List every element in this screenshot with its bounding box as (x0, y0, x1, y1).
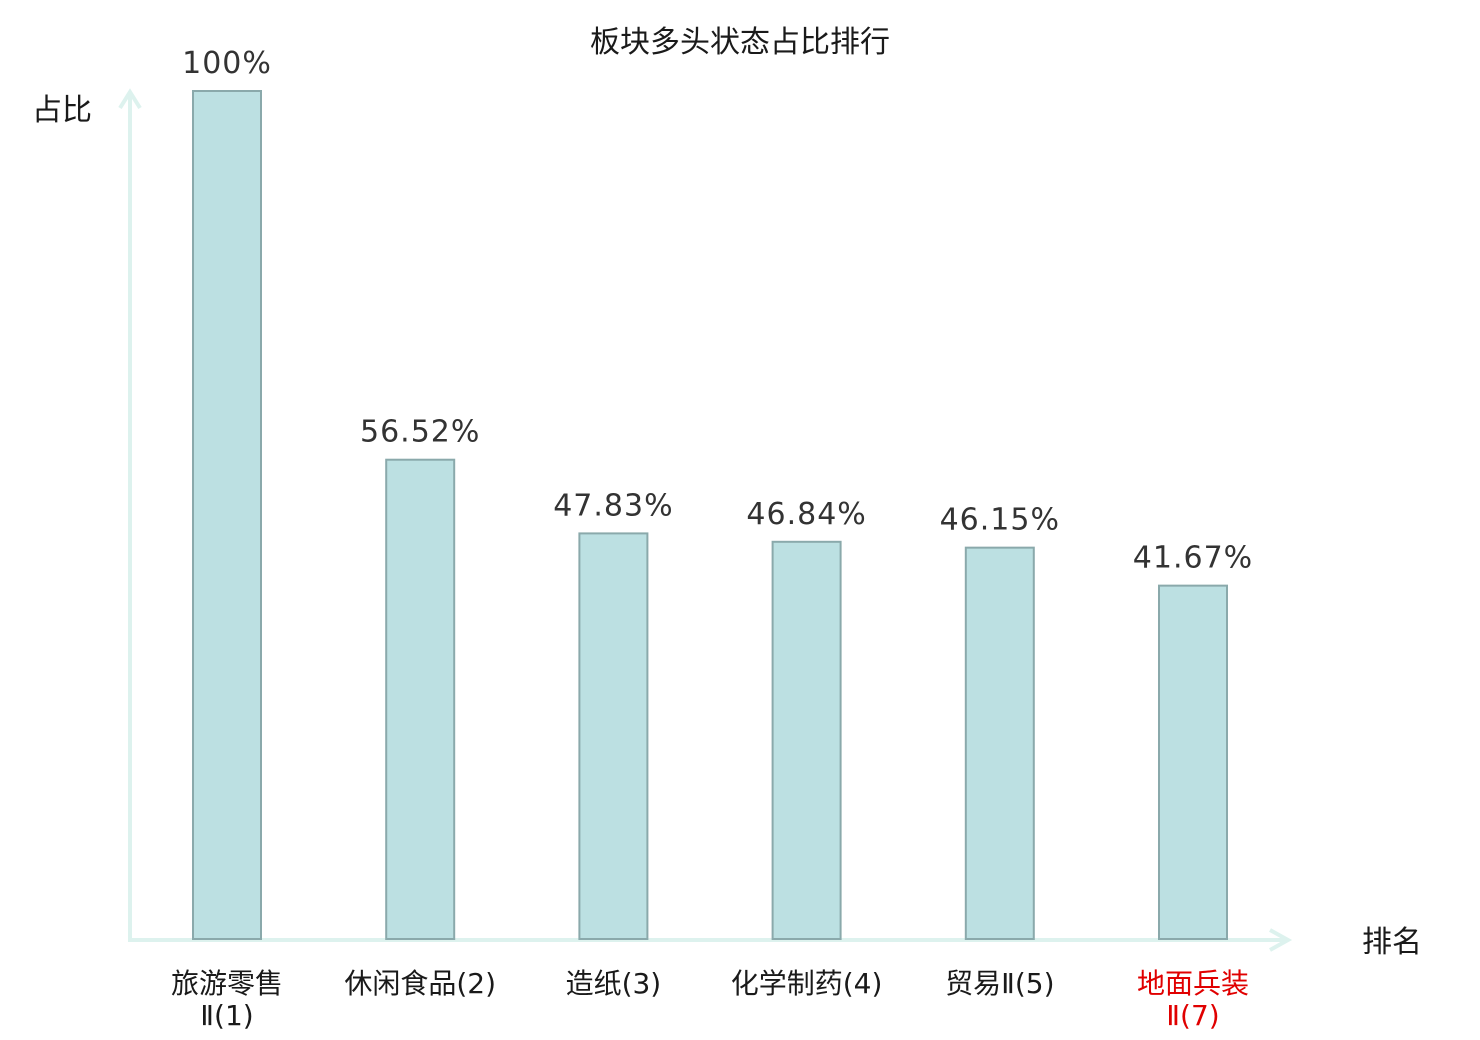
bar (385, 458, 456, 940)
bar-value-label: 100% (182, 46, 272, 81)
category-label: 贸易Ⅱ(5) (945, 967, 1054, 1000)
category-label: 休闲食品(2) (344, 967, 496, 1000)
bar-value-label: 56.52% (360, 415, 480, 450)
bar (1158, 584, 1228, 941)
category-label-line2: Ⅱ(1) (200, 999, 253, 1032)
bar-value-label: 41.67% (1133, 541, 1253, 576)
bar-value-label: 47.83% (553, 488, 673, 523)
bar (192, 90, 262, 940)
x-axis-arrow (1269, 928, 1293, 952)
y-axis-label: 占比 (32, 93, 92, 128)
category-label: 造纸(3) (566, 967, 662, 1000)
category-label: 化学制药(4) (731, 967, 883, 1000)
bar (964, 546, 1035, 940)
value-labels-group: 100% 56.52% 47.83% 46.84% 46.15% 41.67% (182, 46, 1253, 576)
category-label: 地面兵装 (1137, 967, 1249, 1000)
category-label: 旅游零售 (171, 967, 283, 1000)
axes (118, 88, 1293, 952)
bar-value-label: 46.84% (746, 497, 866, 532)
y-axis-arrow (118, 88, 142, 110)
bar (771, 540, 842, 940)
chart-title: 板块多头状态占比排行 (590, 25, 890, 60)
bars-group (192, 90, 1228, 941)
category-label-line2: Ⅱ(7) (1166, 999, 1219, 1032)
bar-value-label: 46.15% (940, 503, 1060, 538)
bar (578, 532, 649, 940)
x-axis-label: 排名 (1362, 925, 1422, 960)
